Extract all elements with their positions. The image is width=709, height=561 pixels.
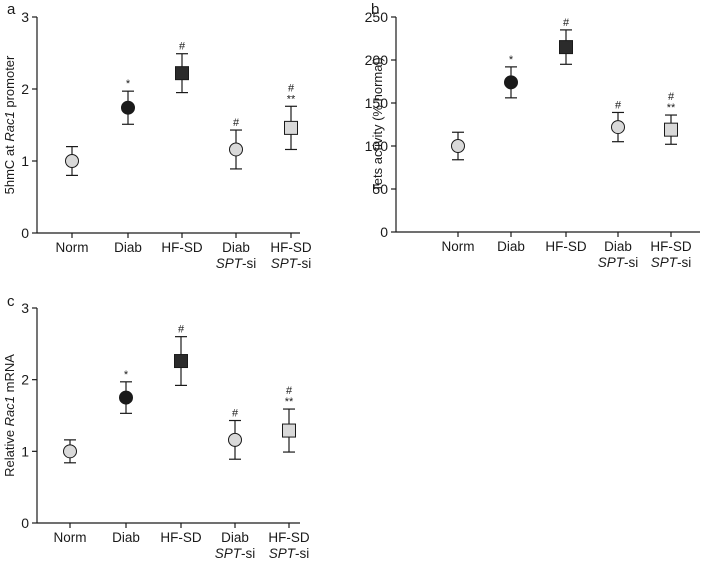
y-tick-label: 250 bbox=[365, 9, 389, 25]
data-point-square bbox=[282, 423, 296, 438]
data-point-circle bbox=[63, 444, 77, 459]
panel-c: c 0 1 2 3 Relative Rac1 mRNA Norm Diab HF-SD Diab… bbox=[2, 293, 310, 561]
x-category-label-line2: SPT-si bbox=[598, 255, 639, 270]
y-tick-label: 1 bbox=[21, 153, 29, 169]
data-point-circle bbox=[119, 390, 133, 405]
y-axis-label: Relative Rac1 mRNA bbox=[2, 354, 17, 477]
significance-mark: * bbox=[509, 54, 514, 66]
y-axis-label-prefix: 5hmC at bbox=[2, 142, 17, 195]
significance-mark: # bbox=[615, 99, 622, 111]
x-category-label-italic: SPT bbox=[598, 255, 626, 270]
x-category-label-rest: -si bbox=[241, 546, 255, 561]
data-point-circle bbox=[65, 154, 79, 168]
data-point-circle bbox=[121, 100, 135, 115]
significance-mark: ** bbox=[285, 396, 294, 408]
y-axis-label: 5hmC at Rac1 promoter bbox=[2, 55, 17, 194]
x-category-label-rest: -si bbox=[624, 255, 638, 270]
x-category-label: HF-SD bbox=[650, 239, 691, 254]
y-axis-label: Tets activity (% normal) bbox=[370, 57, 385, 191]
y-axis-label-suffix: promoter bbox=[2, 55, 17, 111]
x-category-label-italic: SPT bbox=[215, 546, 243, 561]
data-point-square bbox=[559, 40, 573, 55]
y-tick-label: 150 bbox=[365, 95, 389, 111]
y-axis-label-italic: Rac1 bbox=[2, 111, 17, 141]
significance-mark: * bbox=[126, 78, 131, 90]
y-tick-label: 2 bbox=[21, 372, 29, 388]
panel-label: b bbox=[371, 1, 379, 18]
significance-mark: # bbox=[286, 385, 293, 397]
significance-mark: # bbox=[179, 41, 186, 53]
significance-mark: ** bbox=[667, 102, 676, 114]
data-point-square bbox=[284, 120, 298, 135]
x-category-label: Norm bbox=[56, 240, 89, 255]
y-tick-label: 0 bbox=[21, 515, 29, 531]
y-tick-label: 200 bbox=[365, 52, 389, 68]
x-category-label-rest: -si bbox=[677, 255, 691, 270]
x-category-label: Diab bbox=[114, 240, 142, 255]
significance-mark: # bbox=[563, 17, 570, 29]
x-category-label: HF-SD bbox=[270, 240, 311, 255]
x-category-label: Diab bbox=[112, 530, 140, 545]
panel-b: b 0 50 100 150 200 250 Tets activity (% normal)… bbox=[365, 1, 700, 270]
x-category-label-line2: SPT-si bbox=[269, 546, 310, 561]
y-axis-label-suffix: mRNA bbox=[2, 354, 17, 396]
x-category-label-line2: SPT-si bbox=[271, 256, 312, 271]
data-point-circle bbox=[504, 75, 518, 90]
y-tick-label: 0 bbox=[380, 224, 388, 240]
y-tick-label: 50 bbox=[372, 181, 388, 197]
x-category-label: HF-SD bbox=[268, 530, 309, 545]
x-category-label-rest: -si bbox=[297, 256, 311, 271]
y-axis-label-prefix: Relative bbox=[2, 426, 17, 477]
x-category-label: Diab bbox=[497, 239, 525, 254]
x-category-label-rest: -si bbox=[295, 546, 309, 561]
x-category-label-line2: SPT-si bbox=[651, 255, 692, 270]
significance-mark: ** bbox=[287, 93, 296, 105]
data-point-circle bbox=[611, 120, 625, 135]
data-point-circle bbox=[229, 142, 243, 157]
data-point-square bbox=[174, 354, 188, 369]
y-tick-label: 2 bbox=[21, 81, 29, 97]
panel-label: a bbox=[7, 1, 16, 18]
significance-mark: # bbox=[178, 324, 185, 336]
data-point-circle bbox=[228, 432, 242, 447]
y-tick-label: 0 bbox=[21, 225, 29, 241]
x-category-label-italic: SPT bbox=[269, 546, 297, 561]
x-category-label-italic: SPT bbox=[216, 256, 244, 271]
significance-mark: # bbox=[233, 117, 240, 129]
data-point-square bbox=[664, 122, 678, 137]
significance-mark: # bbox=[668, 91, 675, 103]
x-category-label: Diab bbox=[604, 239, 632, 254]
y-tick-label: 3 bbox=[21, 9, 29, 25]
y-tick-label: 100 bbox=[365, 138, 389, 154]
y-tick-label: 3 bbox=[21, 300, 29, 316]
panel-label: c bbox=[7, 293, 15, 310]
x-category-label: Diab bbox=[222, 240, 250, 255]
x-category-label: Norm bbox=[442, 239, 475, 254]
significance-mark: # bbox=[232, 408, 239, 420]
data-point-square bbox=[175, 66, 189, 81]
x-category-label-italic: SPT bbox=[651, 255, 679, 270]
x-category-label: HF-SD bbox=[160, 530, 201, 545]
x-category-label-italic: SPT bbox=[271, 256, 299, 271]
x-category-label-line2: SPT-si bbox=[216, 256, 257, 271]
significance-mark: # bbox=[288, 82, 295, 94]
y-axis-label-prefix: Tets activity (% normal) bbox=[370, 57, 385, 191]
panel-a: a 0 1 2 3 5hmC at Rac1 promoter Norm Diab HF-SD D… bbox=[2, 1, 312, 271]
x-category-label: Norm bbox=[54, 530, 87, 545]
y-tick-label: 1 bbox=[21, 443, 29, 459]
x-category-label: HF-SD bbox=[545, 239, 586, 254]
x-category-label: Diab bbox=[221, 530, 249, 545]
significance-mark: * bbox=[124, 369, 129, 381]
x-category-label: HF-SD bbox=[161, 240, 202, 255]
y-axis-label-italic: Rac1 bbox=[2, 396, 17, 426]
x-category-label-rest: -si bbox=[242, 256, 256, 271]
x-category-label-line2: SPT-si bbox=[215, 546, 256, 561]
data-point-circle bbox=[451, 139, 465, 153]
